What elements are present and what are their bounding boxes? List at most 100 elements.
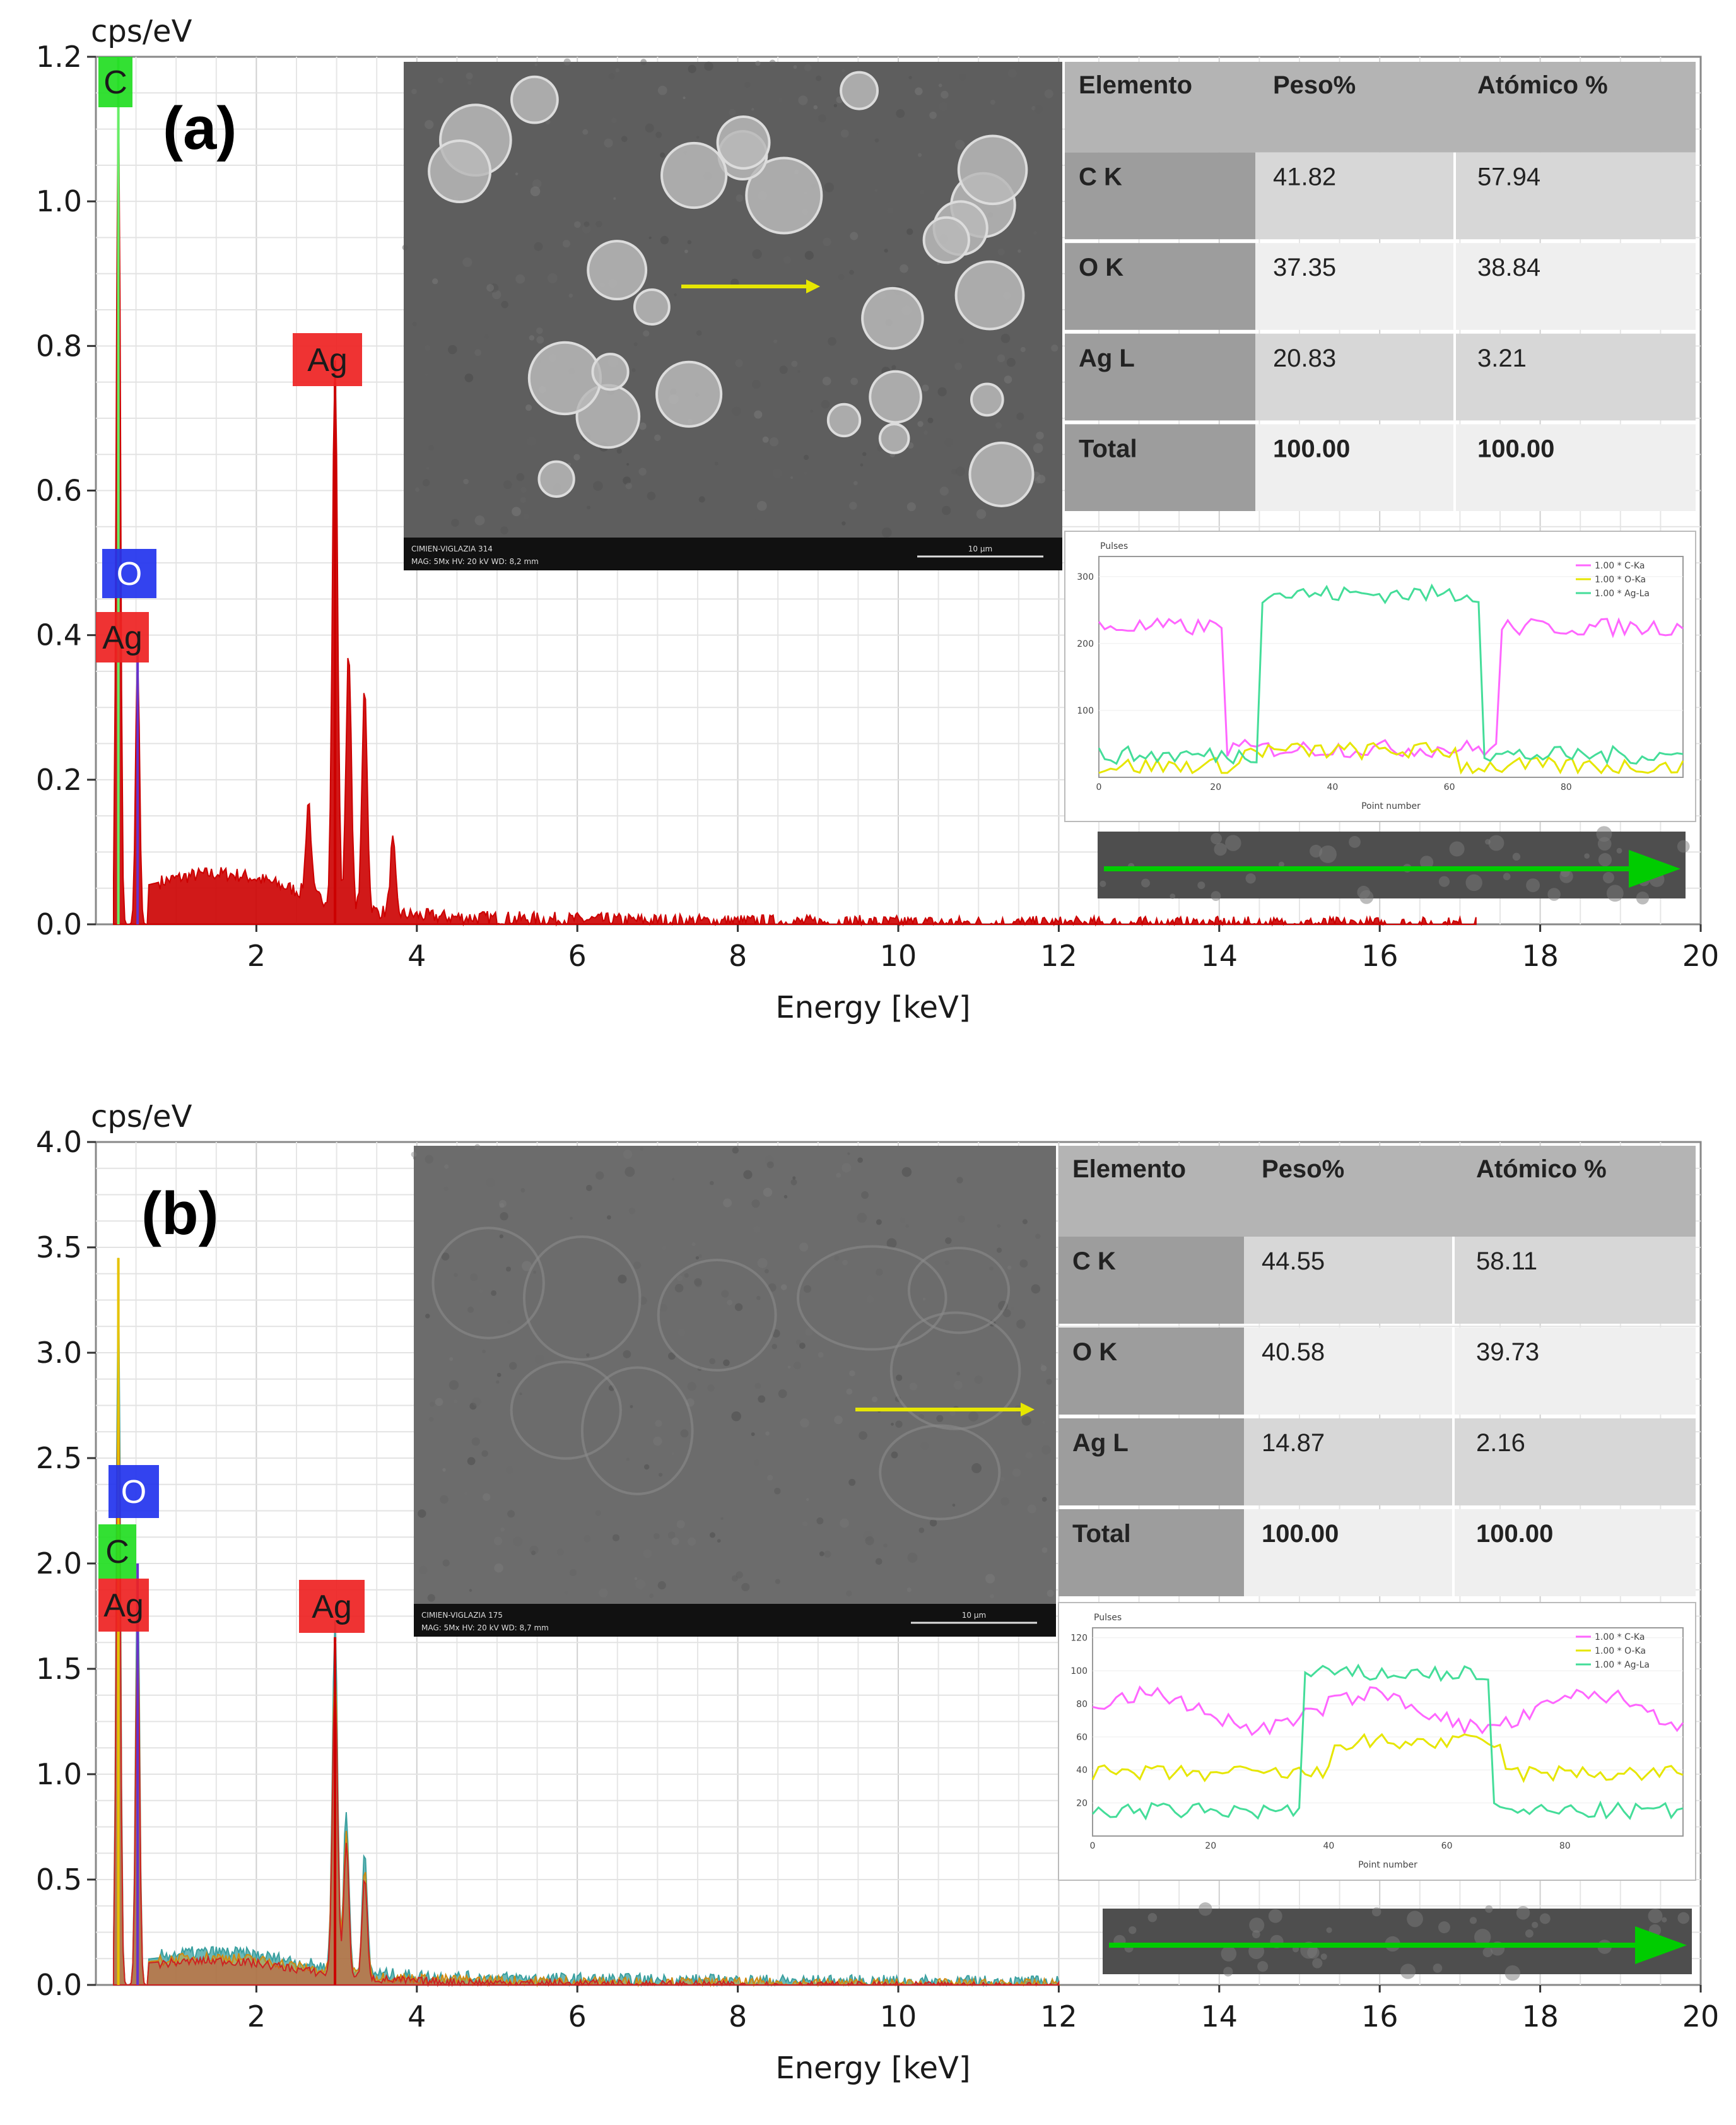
panel-b-table-atomic: 2.16 — [1476, 1429, 1525, 1457]
panel-a-xtick-label: 16 — [1361, 939, 1399, 973]
panel-b-sem-texture — [753, 1226, 761, 1233]
panel-a-sem-texture — [648, 236, 652, 240]
panel-a-sem-texture — [638, 422, 647, 430]
panel-b-sem-texture — [496, 1372, 501, 1377]
panel-a-scan-strip-texture — [1245, 873, 1256, 884]
panel-b-scan-strip-texture — [1469, 1917, 1477, 1924]
panel-a-sem-texture — [463, 478, 469, 485]
panel-a-sem-texture — [474, 349, 481, 356]
panel-b-table-weight: 100.00 — [1262, 1520, 1339, 1548]
panel-a-sem-texture — [638, 468, 647, 476]
panel-b-sem-texture — [653, 1436, 662, 1446]
panel-a-sem-texture — [532, 179, 542, 189]
panel-a-sem-texture — [849, 269, 854, 275]
panel-a-sem-texture — [756, 500, 767, 511]
panel-a-sem-particle — [968, 441, 1035, 507]
panel-b-scan-strip-texture — [1400, 1963, 1416, 1979]
panel-b-sem-texture — [440, 1242, 445, 1247]
panel-a-scan-strip-texture — [1278, 861, 1284, 868]
panel-b-sem-texture — [1040, 1365, 1047, 1372]
panel-b-sem-texture — [648, 1593, 654, 1598]
panel-a-sem-texture — [751, 380, 761, 389]
panel-a-sem-texture — [696, 136, 700, 139]
panel-b-linescan-xtick: 40 — [1323, 1841, 1334, 1851]
panel-a-sem-texture — [527, 437, 536, 447]
panel-b-scan-strip-texture — [1539, 1913, 1551, 1924]
panel-b-sem-texture — [677, 1329, 686, 1336]
panel-a-sem-particle — [840, 71, 879, 110]
panel-b-linescan-chart: Pulses Point number 20 40 60 80 100 120 0 20 40 60 8… — [1058, 1602, 1696, 1881]
panel-b-table-atomic: 58.11 — [1476, 1247, 1537, 1275]
panel-a-scan-strip — [1098, 826, 1690, 905]
panel-b-sem-texture — [875, 1558, 883, 1565]
panel-b-sem-feature — [431, 1227, 545, 1339]
panel-b-scan-strip-texture — [1438, 1921, 1450, 1934]
panel-b-sem-texture — [840, 1518, 849, 1528]
panel-b-sem-texture — [491, 1290, 497, 1296]
panel-a-table-element: C K — [1079, 163, 1122, 191]
panel-a-xtick-label: 10 — [880, 939, 917, 973]
panel-b-table-row-bg — [1244, 1509, 1696, 1596]
panel-a-sem-texture — [645, 123, 654, 133]
panel-b-scan-strip-texture — [1504, 1965, 1521, 1981]
panel-b-sem-texture — [891, 1451, 898, 1459]
panel-a-sem-texture — [887, 207, 894, 214]
panel-b-sem-texture — [513, 1536, 523, 1546]
panel-b-table-rowhead-bg — [1059, 1509, 1244, 1596]
panel-b-table-row-bg — [1244, 1327, 1696, 1415]
panel-a-sem-texture — [712, 510, 717, 515]
panel-b-sem-texture — [418, 1509, 426, 1518]
panel-b-sem-texture — [736, 1571, 743, 1579]
panel-b-element-label-o: O — [121, 1474, 146, 1510]
panel-a-sem-texture — [752, 249, 762, 259]
panel-a-linescan-legend-label: 1.00 * Ag-La — [1595, 589, 1650, 599]
panel-a-xtick-label: 4 — [408, 939, 426, 973]
panel-a-table-atomic: 100.00 — [1477, 435, 1554, 462]
panel-b-sem-texture — [676, 1520, 685, 1529]
panel-b-sem-texture — [836, 1172, 842, 1178]
panel-b-linescan-o-profile — [1091, 1733, 1684, 1784]
panel-a-scan-strip-texture — [1547, 888, 1561, 901]
panel-b-sem-texture — [533, 1270, 537, 1274]
panel-b-ytick-label: 3.0 — [36, 1336, 82, 1370]
panel-b-sem-texture — [454, 1399, 458, 1404]
panel-b-element-box-ag — [98, 1579, 149, 1632]
panel-b-sem-texture — [643, 1549, 652, 1558]
panel-a-sem-texture — [515, 274, 525, 284]
panel-a-sem-texture — [1007, 68, 1017, 78]
panel-b-table-element: Ag L — [1072, 1429, 1129, 1457]
panel-a-sem-texture — [1033, 231, 1038, 235]
panel-b-sem-texture — [949, 1410, 956, 1416]
panel-a-sem-texture — [516, 473, 525, 481]
panel-b-sem-texture — [816, 1517, 824, 1524]
panel-a-sem-particle — [428, 139, 492, 203]
panel-b-sem-footer — [414, 1604, 1056, 1637]
panel-a-sem-texture — [821, 399, 830, 409]
panel-a-sem-texture — [613, 197, 616, 200]
panel-b-sem-texture — [653, 1533, 660, 1539]
panel-b-sem-texture — [657, 1581, 666, 1590]
panel-a-sem-particle — [660, 141, 728, 209]
panel-b-sem-texture — [586, 1353, 590, 1357]
panel-a-sem-texture — [582, 225, 591, 234]
panel-b-sem-texture — [944, 1260, 949, 1266]
panel-b-sem-texture — [623, 1350, 631, 1358]
panel-a-sem-texture — [1034, 477, 1041, 484]
panel-a-sem-texture — [451, 519, 459, 527]
panel-a-sem-particle — [587, 240, 648, 301]
panel-b-sem-texture — [531, 1396, 539, 1404]
panel-a-scan-strip-texture — [1420, 856, 1434, 869]
panel-b-sem-texture — [922, 1297, 926, 1301]
panel-b-ytick-label: 4.0 — [36, 1125, 82, 1159]
panel-a-composition-table: Elemento Peso% Atómico % C K 41.82 57.94 O K 37… — [1065, 62, 1696, 511]
panel-a-scan-strip-texture — [1310, 844, 1323, 858]
panel-a-element-label-o: O — [117, 556, 142, 592]
panel-b-sem-texture — [531, 1550, 536, 1555]
panel-b-sem-feature — [510, 1360, 622, 1460]
panel-a-sem-texture — [791, 360, 798, 367]
panel-a-sem-texture — [415, 487, 419, 492]
panel-b-sem-texture — [891, 1422, 894, 1426]
panel-b-sem-texture — [723, 1359, 730, 1367]
panel-a-sem-texture — [849, 502, 857, 510]
panel-a-linescan-chart: Pulses Point number 100 200 300 0 20 40 60 80 1.00… — [1064, 531, 1696, 822]
